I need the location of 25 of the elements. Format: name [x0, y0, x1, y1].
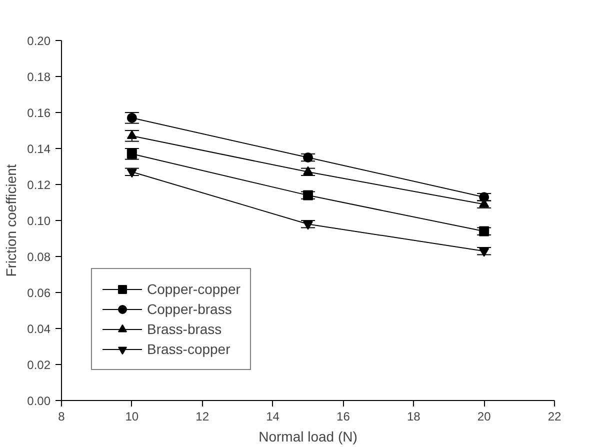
legend-label: Brass-brass: [147, 321, 222, 337]
y-axis-title: Friction coefficient: [3, 164, 20, 277]
x-tick-label: 14: [266, 410, 280, 424]
x-axis-title: Normal load (N): [258, 428, 358, 444]
y-tick-label: 0.12: [27, 178, 51, 192]
x-tick-label: 20: [477, 410, 492, 424]
legend-label: Brass-copper: [147, 341, 230, 357]
x-tick-label: 18: [406, 410, 421, 424]
x-tick-label: 12: [196, 410, 210, 424]
x-tick-label: 8: [58, 410, 66, 424]
legend-label: Copper-copper: [147, 281, 240, 297]
y-tick-label: 0.08: [27, 250, 51, 264]
y-tick-label: 0.06: [27, 286, 51, 300]
y-tick-label: 0.10: [27, 214, 51, 228]
x-tick-label: 10: [125, 410, 139, 424]
legend-label: Copper-brass: [147, 301, 232, 317]
y-tick-label: 0.20: [27, 34, 51, 48]
y-tick-label: 0.14: [27, 142, 51, 156]
y-tick-label: 0.00: [27, 394, 51, 408]
x-tick-label: 16: [336, 410, 350, 424]
y-tick-label: 0.02: [27, 358, 51, 372]
x-tick-label: 22: [548, 410, 562, 424]
y-tick-label: 0.16: [27, 106, 51, 120]
y-tick-label: 0.04: [27, 322, 51, 336]
y-tick-label: 0.18: [27, 70, 51, 84]
